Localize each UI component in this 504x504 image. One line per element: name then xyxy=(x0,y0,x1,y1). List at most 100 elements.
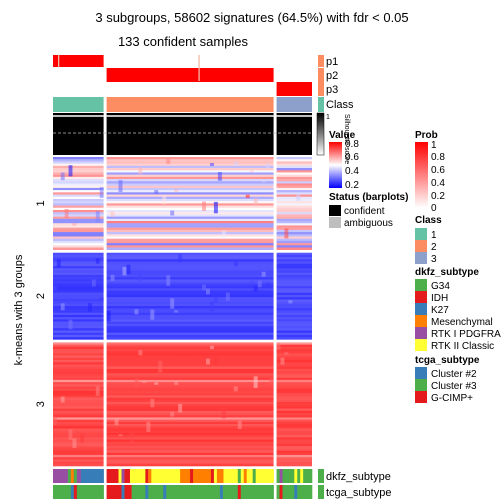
p2-label: p2 xyxy=(326,70,338,82)
dkfz-legend-title: dkfz_subtype xyxy=(415,267,479,278)
heatmap-cell xyxy=(170,210,175,216)
heatmap-stripe xyxy=(106,223,274,226)
dkfz-subtype-cell xyxy=(157,469,161,483)
heatmap-stripe xyxy=(106,390,274,394)
heatmap-stripe xyxy=(276,216,312,220)
heatmap-stripe xyxy=(276,432,312,436)
heatmap-stripe xyxy=(276,321,312,325)
heatmap-stripe xyxy=(106,201,274,204)
heatmap-stripe xyxy=(106,371,274,374)
heatmap-stripe xyxy=(106,332,274,336)
heatmap-stripe xyxy=(53,393,104,396)
heatmap-stripe xyxy=(106,355,274,359)
heatmap-cell xyxy=(68,319,73,330)
heatmap-cell xyxy=(162,194,167,205)
heatmap-stripe xyxy=(53,321,104,325)
heatmap-stripe xyxy=(106,263,274,267)
heatmap-stripe xyxy=(106,157,274,160)
heatmap-stripe xyxy=(276,430,312,434)
heatmap-stripe xyxy=(53,362,104,365)
prob-legend-tick: 0.8 xyxy=(431,152,445,163)
heatmap-stripe xyxy=(276,314,312,318)
heatmap-stripe xyxy=(276,234,312,237)
prob-legend-tick: 0 xyxy=(431,203,437,214)
heatmap-stripe xyxy=(106,183,274,186)
heatmap-stripe xyxy=(276,261,312,265)
class-legend-swatch xyxy=(415,252,427,264)
heatmap-stripe xyxy=(106,448,274,451)
heatmap-stripe xyxy=(106,168,274,171)
heatmap-stripe xyxy=(53,221,104,224)
heatmap-stripe xyxy=(53,172,104,175)
silhouette-bar xyxy=(276,113,312,155)
heatmap-stripe xyxy=(276,399,312,403)
heatmap-cell xyxy=(217,172,222,181)
dkfz-legend-label: RTK II Classic xyxy=(431,341,494,352)
value-legend-tick: 0.8 xyxy=(345,139,359,150)
heatmap-stripe xyxy=(53,207,104,211)
heatmap-stripe xyxy=(276,165,312,169)
heatmap-stripe xyxy=(276,168,312,171)
heatmap-stripe xyxy=(276,419,312,423)
heatmap-stripe xyxy=(106,426,274,429)
prob-bar-p1 xyxy=(106,55,274,67)
heatmap-stripe xyxy=(106,187,274,191)
heatmap-stripe xyxy=(53,190,104,193)
heatmap-stripe xyxy=(106,203,274,206)
heatmap-stripe xyxy=(53,337,104,340)
tcga-subtype-cell xyxy=(121,485,125,499)
heatmap-cell xyxy=(60,172,65,181)
heatmap-stripe xyxy=(53,390,104,394)
heatmap-stripe xyxy=(276,330,312,334)
heatmap-stripe xyxy=(106,172,274,175)
heatmap-stripe xyxy=(106,299,274,302)
tcga-legend-swatch xyxy=(415,367,427,379)
class-legend-swatch xyxy=(415,228,427,240)
heatmap-cell xyxy=(257,280,262,288)
heatmap-stripe xyxy=(53,196,104,200)
heatmap-stripe xyxy=(106,274,274,278)
heatmap-stripe xyxy=(276,209,312,213)
heatmap-stripe xyxy=(106,408,274,412)
heatmap-stripe xyxy=(106,393,274,396)
dkfz-legend-label: G34 xyxy=(431,281,450,292)
heatmap-cell xyxy=(265,283,270,288)
heatmap-stripe xyxy=(106,312,274,316)
heatmap-stripe xyxy=(106,308,274,311)
heatmap-stripe xyxy=(276,382,312,385)
tcga-subtype-bar xyxy=(53,485,104,499)
heatmap-cell xyxy=(122,266,127,276)
heatmap-stripe xyxy=(106,417,274,420)
heatmap-stripe xyxy=(106,379,274,383)
tcga-subtype-legend: tcga_subtype Cluster #2 Cluster #3 G-CIM… xyxy=(415,355,480,404)
annotation-layer xyxy=(53,55,313,499)
heatmap-stripe xyxy=(53,353,104,356)
heatmap-stripe xyxy=(106,419,274,423)
heatmap-stripe xyxy=(53,176,104,180)
heatmap-stripe xyxy=(53,303,104,307)
heatmap-cell xyxy=(110,274,115,281)
heatmap-stripe xyxy=(53,263,104,267)
heatmap-stripe xyxy=(276,373,312,376)
heatmap-stripe xyxy=(106,410,274,414)
heatmap-stripe xyxy=(53,247,104,251)
heatmap-stripe xyxy=(276,221,312,224)
heatmap-stripe xyxy=(276,212,312,215)
heatmap-stripe xyxy=(276,415,312,418)
heatmap-stripe xyxy=(53,357,104,361)
heatmap-stripe xyxy=(53,301,104,305)
value-legend-tick: 0.6 xyxy=(345,152,359,163)
heatmap-stripe xyxy=(53,446,104,449)
heatmap-stripe xyxy=(53,192,104,195)
dkfz-legend-swatch xyxy=(415,339,427,351)
heatmap-stripe xyxy=(106,181,274,184)
heatmap-stripe xyxy=(106,424,274,427)
heatmap-stripe xyxy=(53,181,104,184)
heatmap-cell xyxy=(233,386,238,392)
row-axis-label: k-means with 3 groups xyxy=(13,254,25,365)
heatmap-stripe xyxy=(276,424,312,427)
heatmap-stripe xyxy=(276,397,312,401)
heatmap-stripe xyxy=(276,301,312,305)
heatmap-stripe xyxy=(53,266,104,269)
